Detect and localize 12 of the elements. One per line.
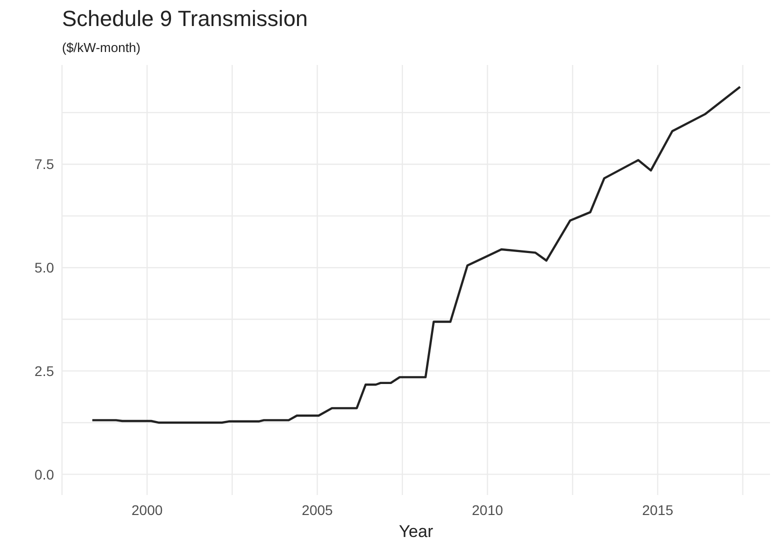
x-tick-label: 2005: [302, 502, 334, 518]
y-tick-label: 0.0: [34, 466, 54, 482]
x-tick-label: 2000: [132, 502, 163, 518]
y-tick-label: 5.0: [34, 260, 54, 276]
x-tick-label: 2010: [472, 502, 504, 518]
line-series: [91, 86, 742, 424]
y-tick-label: 2.5: [34, 362, 54, 379]
x-axis-title: Year: [398, 522, 434, 541]
y-tick-label: 7.5: [34, 156, 54, 172]
chart-title: Schedule 9 Transmission: [62, 6, 308, 32]
x-tick-label: 2015: [642, 502, 674, 518]
chart-subtitle: ($/kW-month): [62, 40, 140, 55]
